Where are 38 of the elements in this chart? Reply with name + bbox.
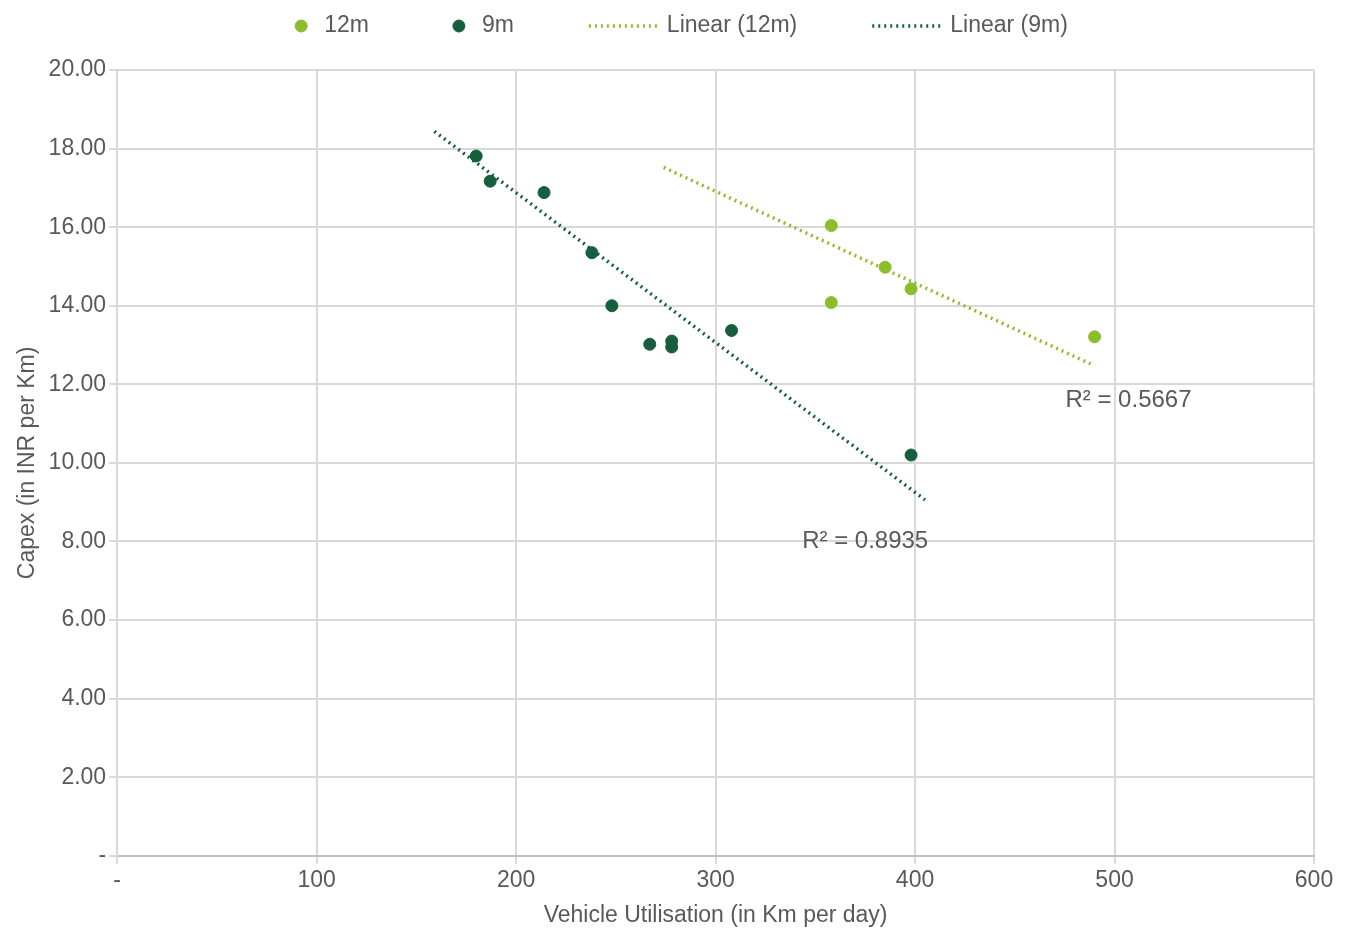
point: [725, 323, 739, 337]
x-tick-label: 500: [1095, 865, 1134, 892]
legend-label: 12m: [324, 11, 369, 38]
x-tick-label: 600: [1294, 865, 1334, 892]
y-tick-label: 8.00: [61, 526, 107, 553]
point: [483, 174, 497, 188]
point: [824, 219, 838, 233]
point: [904, 282, 918, 296]
point: [878, 260, 892, 274]
x-tick-label: 400: [895, 865, 935, 892]
point: [469, 149, 483, 163]
y-tick-label: 6.00: [61, 605, 107, 632]
annotation: R² = 0.5667: [1065, 384, 1192, 412]
y-tick-label: 4.00: [61, 683, 107, 710]
annotation: R² = 0.8935: [802, 526, 929, 554]
x-tick-label: 200: [496, 865, 536, 892]
legend-label: Linear (12m): [666, 11, 798, 38]
point: [904, 448, 918, 462]
x-tick-label: 100: [297, 865, 336, 892]
point: [605, 299, 619, 313]
x-axis-title: Vehicle Utilisation (in Km per day): [543, 900, 888, 927]
y-axis-title: Capex (in INR per Km): [13, 346, 40, 580]
y-tick-label: 2.00: [61, 762, 107, 789]
y-tick-label: 18.00: [48, 133, 107, 160]
y-tick-label: 16.00: [48, 212, 107, 239]
legend-label: 9m: [481, 11, 514, 38]
y-tick-label: 14.00: [48, 291, 107, 318]
y-tick-label: -: [98, 841, 107, 868]
point: [824, 296, 838, 310]
y-tick-label: 20.00: [48, 55, 107, 82]
point: [643, 337, 657, 351]
legend-label: Linear (9m): [950, 11, 1068, 38]
point: [1088, 330, 1102, 344]
point: [537, 186, 551, 200]
y-tick-label: 12.00: [48, 369, 107, 396]
y-tick-label: 10.00: [48, 448, 107, 475]
x-tick-label: 300: [696, 865, 735, 892]
point: [585, 246, 599, 260]
